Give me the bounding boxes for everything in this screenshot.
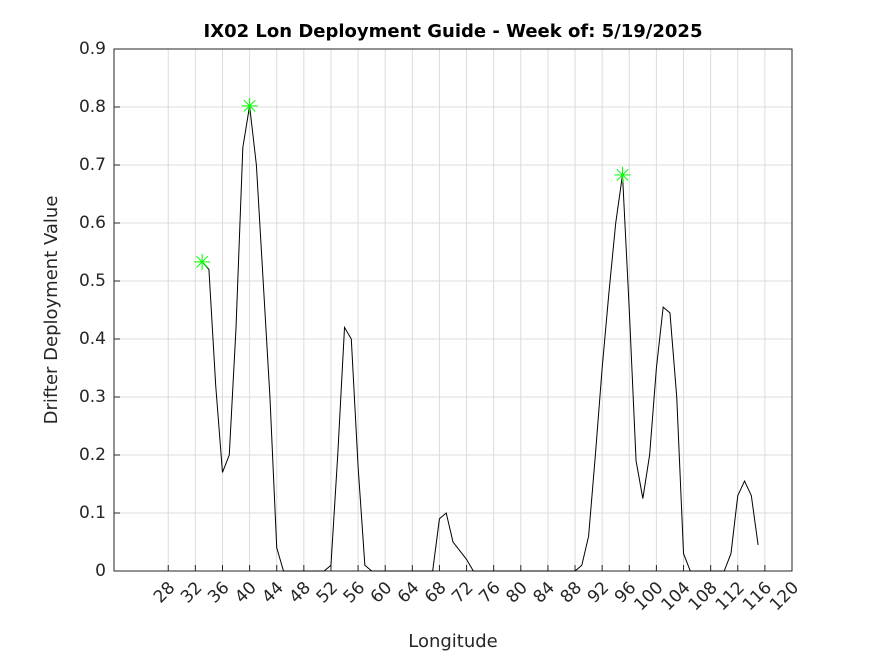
star-marker bbox=[241, 97, 258, 114]
line-series bbox=[201, 105, 759, 572]
y-tick-label: 0.2 bbox=[79, 445, 106, 465]
axes-box bbox=[113, 48, 793, 572]
x-axis-label: Longitude bbox=[408, 631, 498, 652]
y-tick-label: 0.3 bbox=[79, 387, 106, 407]
y-tick-label: 0.4 bbox=[79, 329, 106, 349]
y-tick-label: 0.6 bbox=[79, 213, 106, 233]
y-tick-label: 0.7 bbox=[79, 155, 106, 175]
chart-title: IX02 Lon Deployment Guide - Week of: 5/1… bbox=[204, 21, 703, 42]
y-tick-label: 0.5 bbox=[79, 271, 106, 291]
y-tick-label: 0.1 bbox=[79, 503, 106, 523]
plot-area bbox=[114, 49, 792, 571]
y-tick-label: 0 bbox=[95, 561, 106, 581]
y-axis-label: Drifter Deployment Value bbox=[41, 196, 62, 425]
y-tick-label: 0.8 bbox=[79, 97, 106, 117]
y-tick-label: 0.9 bbox=[79, 39, 106, 59]
star-marker bbox=[614, 166, 631, 183]
star-marker bbox=[194, 253, 211, 270]
